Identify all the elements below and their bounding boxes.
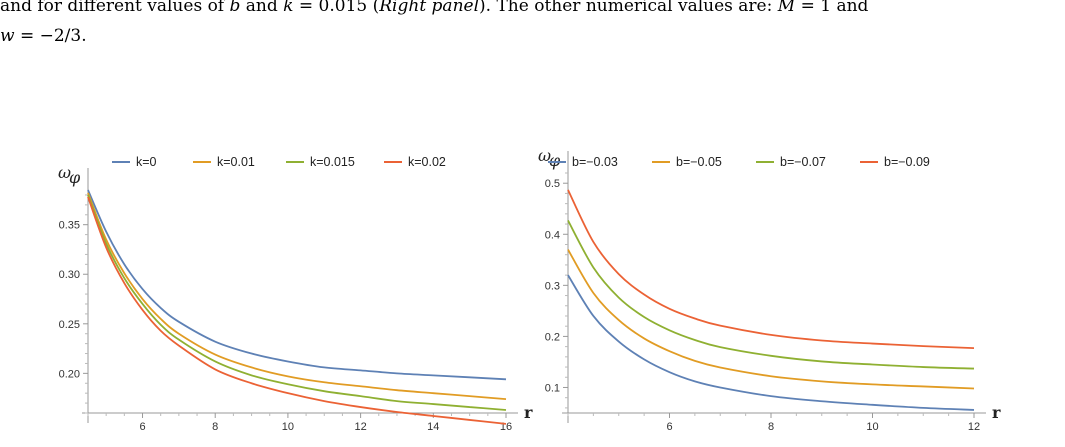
series-line-3 xyxy=(567,220,975,370)
legend-label-2: b=−0.05 xyxy=(676,155,722,169)
legend-label-2: k=0.01 xyxy=(217,155,255,169)
y-tick-label: 0.3 xyxy=(545,280,560,292)
series-line-2 xyxy=(87,192,507,401)
caption-var-w: w xyxy=(0,26,15,46)
x-tick-label: 12 xyxy=(354,421,366,433)
x-tick-label: 10 xyxy=(866,421,878,433)
x-tick-label: 10 xyxy=(282,421,294,433)
x-tick-label: 6 xyxy=(139,421,145,433)
y-axis-title: ω xyxy=(58,163,71,182)
caption-var-m: M xyxy=(777,0,796,16)
series-line-1 xyxy=(87,189,507,381)
legend-label-3: k=0.015 xyxy=(310,155,355,169)
series-line-3 xyxy=(87,194,507,411)
caption-text: = 0.015 ( xyxy=(293,0,380,16)
caption-var-k: k xyxy=(283,0,294,16)
series-line-1 xyxy=(567,274,975,411)
series-line-4 xyxy=(87,196,507,425)
y-axis-title-subscript: φ xyxy=(69,168,81,187)
chart-right: 6 8 10 12 0.1 0.2 0.3 0.4 0.5 ωφ r b=−0.03 b=−0.05 b=… xyxy=(538,146,1001,433)
x-tick-label: 12 xyxy=(968,421,980,433)
legend-label-4: b=−0.09 xyxy=(884,155,930,169)
caption-line-2: w = −2/3. xyxy=(0,24,87,48)
series-line-4 xyxy=(567,189,975,350)
caption-text: and for different values of xyxy=(0,0,230,16)
caption-var-b: b xyxy=(229,0,241,16)
caption-line-1: and for different values of b and k = 0.… xyxy=(0,0,868,18)
x-tick-label: 8 xyxy=(768,421,774,433)
y-tick-label: 0.35 xyxy=(59,220,80,232)
y-tick-label: 0.4 xyxy=(545,229,560,241)
x-axis-title: r xyxy=(524,403,533,422)
caption-text: ). The other numerical values are: xyxy=(479,0,778,16)
caption-text: = 1 and xyxy=(795,0,869,16)
x-tick-label: 6 xyxy=(666,421,672,433)
caption-text: = −2/3. xyxy=(14,26,87,46)
x-axis-title: r xyxy=(992,403,1001,422)
y-tick-label: 0.2 xyxy=(545,331,560,343)
caption-text: and xyxy=(240,0,284,16)
y-tick-label: 0.25 xyxy=(59,319,80,331)
y-tick-label: 0.20 xyxy=(59,368,80,380)
series-line-2 xyxy=(567,249,975,390)
y-axis-title: ω xyxy=(538,146,551,165)
y-tick-label: 0.5 xyxy=(545,178,560,190)
x-tick-label: 8 xyxy=(212,421,218,433)
y-tick-label: 0.1 xyxy=(545,382,560,394)
legend-label-3: b=−0.07 xyxy=(780,155,826,169)
caption-panel-name: Right panel xyxy=(379,0,480,16)
x-tick-label: 14 xyxy=(427,421,439,433)
y-tick-label: 0.30 xyxy=(59,269,80,281)
legend-label-1: k=0 xyxy=(136,155,157,169)
y-axis-title-subscript: φ xyxy=(549,151,561,170)
legend-label-4: k=0.02 xyxy=(408,155,446,169)
legend-label-1: b=−0.03 xyxy=(572,155,618,169)
